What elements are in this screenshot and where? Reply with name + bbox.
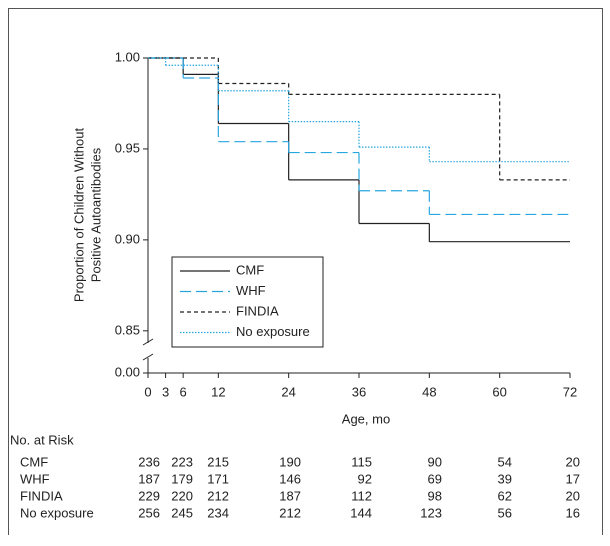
risk-count: 245 <box>171 505 193 520</box>
risk-count: 212 <box>279 505 301 520</box>
legend-box <box>171 256 324 348</box>
risk-count: 39 <box>498 471 512 486</box>
x-tick-label: 12 <box>211 384 225 399</box>
y-tick-label: 0.90 <box>115 231 140 246</box>
risk-row-name: FINDIA <box>20 488 63 503</box>
x-tick-label: 6 <box>180 384 187 399</box>
y-axis-label: Positive Autoantibodies <box>88 147 103 282</box>
y-tick-label: 0.85 <box>115 322 140 337</box>
legend-label: FINDIA <box>236 303 279 318</box>
risk-count: 220 <box>171 488 193 503</box>
risk-count: 92 <box>358 471 372 486</box>
risk-count: 20 <box>566 488 580 503</box>
y-axis-label: Proportion of Children Without <box>71 128 86 303</box>
risk-count: 62 <box>498 488 512 503</box>
risk-count: 146 <box>279 471 301 486</box>
legend-label: CMF <box>236 262 264 277</box>
risk-count: 20 <box>566 454 580 469</box>
risk-count: 69 <box>428 471 442 486</box>
risk-count: 187 <box>138 471 160 486</box>
risk-row-name: CMF <box>20 454 48 469</box>
risk-count: 54 <box>498 454 512 469</box>
risk-count: 223 <box>171 454 193 469</box>
x-tick-label: 48 <box>422 384 436 399</box>
risk-count: 16 <box>566 505 580 520</box>
risk-count: 215 <box>207 454 229 469</box>
risk-count: 90 <box>428 454 442 469</box>
risk-count: 112 <box>351 488 372 503</box>
risk-count: 190 <box>279 454 301 469</box>
x-tick-label: 3 <box>162 384 169 399</box>
axis-break <box>142 338 154 346</box>
risk-count: 229 <box>138 488 160 503</box>
risk-count: 234 <box>207 505 229 520</box>
legend-label: WHF <box>236 283 266 298</box>
risk-count: 56 <box>498 505 512 520</box>
y-tick-label: 0.00 <box>115 364 140 379</box>
risk-row-name: WHF <box>20 471 50 486</box>
risk-count: 98 <box>428 488 442 503</box>
risk-row-name: No exposure <box>20 505 94 520</box>
x-tick-label: 60 <box>492 384 506 399</box>
x-tick-label: 24 <box>281 384 295 399</box>
y-tick-label: 1.00 <box>115 49 140 64</box>
axis-break <box>142 353 154 361</box>
risk-table-title: No. at Risk <box>10 432 74 447</box>
risk-count: 187 <box>279 488 301 503</box>
risk-count: 236 <box>138 454 160 469</box>
risk-count: 123 <box>420 505 442 520</box>
risk-count: 115 <box>351 454 372 469</box>
risk-count: 256 <box>138 505 160 520</box>
risk-count: 179 <box>171 471 193 486</box>
legend-label: No exposure <box>236 324 310 339</box>
risk-count: 212 <box>207 488 229 503</box>
y-tick-label: 0.95 <box>115 140 140 155</box>
x-tick-label: 36 <box>352 384 366 399</box>
risk-count: 144 <box>350 505 372 520</box>
risk-count: 171 <box>207 471 229 486</box>
frame <box>8 8 603 535</box>
risk-count: 17 <box>566 471 580 486</box>
x-axis-label: Age, mo <box>342 411 390 426</box>
x-tick-label: 72 <box>563 384 577 399</box>
x-tick-label: 0 <box>144 384 151 399</box>
